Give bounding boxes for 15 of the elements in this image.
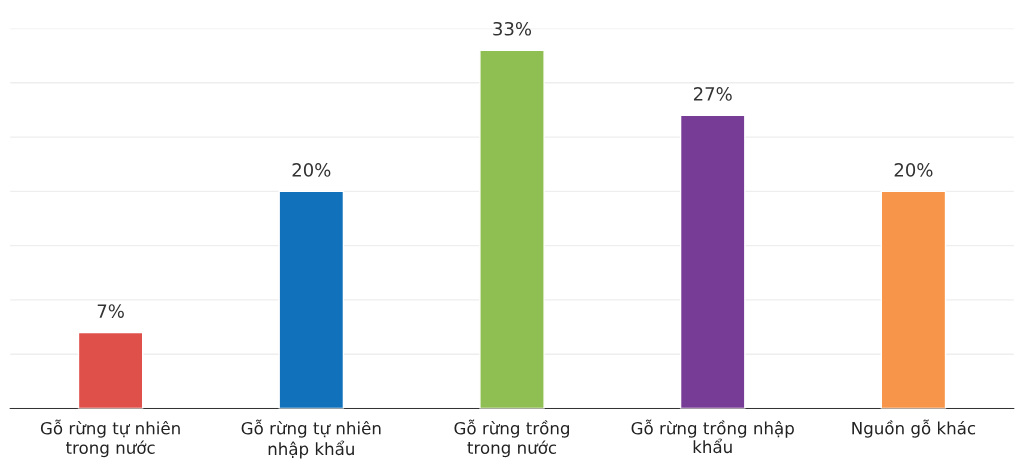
data-label: 7% bbox=[97, 304, 124, 318]
x-tick-label: Gỗ rừng trồng nhập khẩu bbox=[631, 419, 794, 454]
x-tick-label: Gỗ rừng trồng trong nước bbox=[454, 419, 569, 458]
bar bbox=[77, 331, 144, 409]
data-label: 20% bbox=[292, 163, 331, 177]
x-tick-label: Gỗ rừng tự nhiên nhập khẩu bbox=[241, 419, 381, 459]
x-tick-label: Gỗ rừng tự nhiên trong nước bbox=[40, 419, 180, 458]
bar bbox=[679, 114, 746, 409]
data-label: 27% bbox=[693, 87, 732, 101]
bar bbox=[278, 190, 345, 409]
x-tick-label: Nguồn gỗ khác bbox=[852, 419, 976, 438]
data-label: 33% bbox=[493, 21, 532, 36]
data-label: 20% bbox=[894, 163, 933, 177]
bar bbox=[479, 49, 545, 409]
bar bbox=[880, 190, 947, 409]
